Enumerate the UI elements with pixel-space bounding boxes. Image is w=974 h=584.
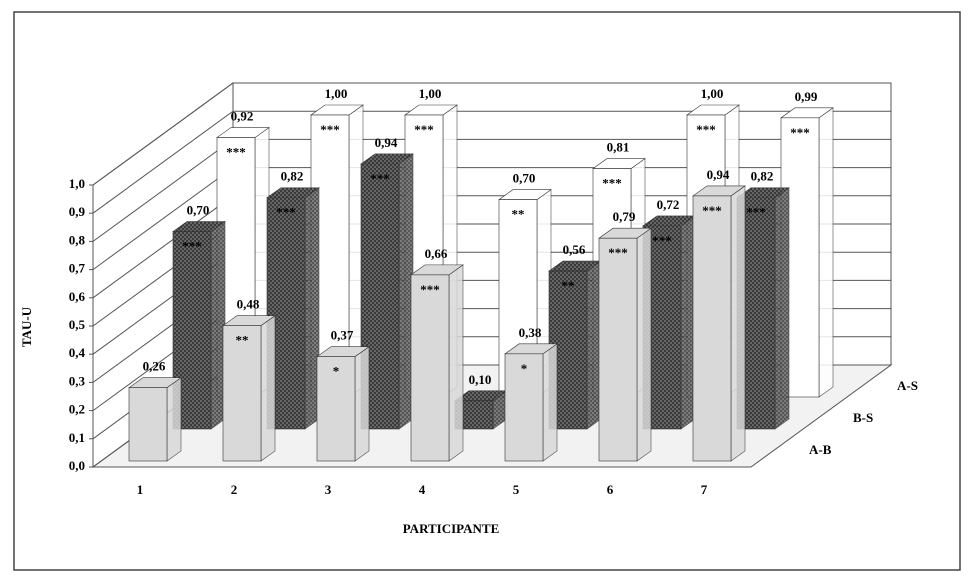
significance-label: ***	[702, 203, 722, 218]
significance-label: ***	[790, 125, 810, 140]
value-label: 0,99	[795, 89, 818, 104]
y-tick-label: 0,2	[69, 402, 85, 417]
y-tick-label: 0,6	[69, 289, 86, 304]
value-label: 0,81	[607, 140, 630, 155]
value-label: 0,48	[237, 297, 260, 312]
series-label: A-S	[897, 378, 918, 393]
y-tick-label: 0,9	[69, 204, 86, 219]
x-tick-label: 3	[325, 482, 332, 497]
series-label: B-S	[853, 410, 873, 425]
significance-label: ***	[420, 282, 440, 297]
value-label: 1,00	[701, 86, 724, 101]
y-tick-label: 0,8	[69, 232, 86, 247]
bar	[692, 195, 732, 462]
x-tick-label: 6	[607, 482, 614, 497]
significance-label: ***	[320, 122, 340, 137]
value-label: 0,10	[469, 372, 492, 387]
value-label: 0,70	[513, 171, 536, 186]
bar-side	[542, 343, 558, 462]
value-label: 1,00	[325, 86, 348, 101]
significance-label: **	[562, 278, 575, 293]
significance-label: *	[521, 361, 528, 376]
significance-label: ***	[414, 122, 434, 137]
bar	[504, 353, 544, 462]
significance-label: ***	[226, 145, 246, 160]
bar	[128, 387, 168, 462]
value-label: 0,94	[707, 167, 730, 182]
value-label: 0,79	[613, 209, 636, 224]
grid-line	[92, 110, 891, 214]
value-label: 0,37	[331, 328, 354, 343]
significance-label: ***	[602, 176, 622, 191]
significance-label: ***	[182, 239, 202, 254]
value-label: 0,38	[519, 325, 542, 340]
value-label: 0,92	[231, 109, 254, 124]
significance-label: ***	[696, 122, 716, 137]
bar	[598, 237, 638, 462]
value-label: 0,56	[563, 242, 586, 257]
bar-side	[730, 185, 746, 462]
bar-side	[166, 377, 182, 462]
y-axis-title: TAU-U	[19, 306, 34, 347]
significance-label: ***	[370, 171, 390, 186]
significance-label: ***	[652, 233, 672, 248]
x-tick-label: 5	[513, 482, 520, 497]
value-label: 0,26	[143, 359, 166, 374]
x-tick-label: 1	[137, 482, 144, 497]
bar	[316, 356, 356, 462]
y-tick-label: 0,4	[69, 345, 86, 360]
bar-side	[774, 187, 790, 430]
significance-label: **	[512, 207, 525, 222]
bar-side	[636, 227, 652, 462]
grid-line	[92, 82, 891, 186]
significance-label: ***	[276, 205, 296, 220]
y-tick-label: 0,1	[69, 430, 85, 445]
x-tick-label: 7	[701, 482, 708, 497]
bar-side	[448, 264, 464, 462]
bar	[410, 274, 450, 462]
y-tick-label: 0,0	[69, 458, 85, 473]
value-label: 0,82	[281, 169, 304, 184]
bar-side	[818, 107, 834, 398]
y-tick-label: 0,5	[69, 317, 86, 332]
bar	[222, 325, 262, 462]
significance-label: *	[333, 364, 340, 379]
value-label: 0,70	[187, 203, 210, 218]
y-tick-label: 0,7	[69, 261, 86, 276]
x-axis-title: PARTICIPANTE	[403, 521, 500, 536]
value-label: 0,66	[425, 246, 448, 261]
x-tick-label: 4	[419, 482, 426, 497]
x-tick-label: 2	[231, 482, 238, 497]
bar-side	[260, 315, 276, 462]
significance-label: ***	[746, 205, 766, 220]
value-label: 0,94	[375, 135, 398, 150]
y-tick-label: 1,0	[69, 176, 85, 191]
significance-label: **	[236, 333, 249, 348]
value-label: 0,72	[657, 197, 680, 212]
series-label: A-B	[809, 442, 832, 457]
value-label: 0,82	[751, 169, 774, 184]
significance-label: ***	[608, 245, 628, 260]
y-tick-label: 0,3	[69, 373, 86, 388]
value-label: 1,00	[419, 86, 442, 101]
bar-side	[354, 346, 370, 462]
